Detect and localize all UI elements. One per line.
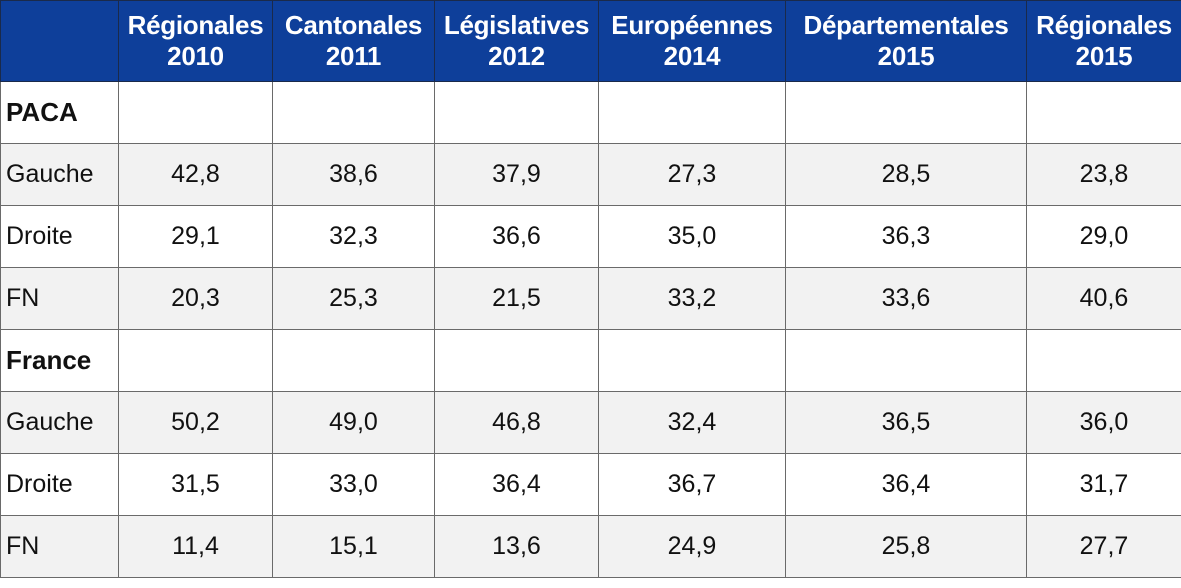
value-cell: 36,0 [1026, 391, 1181, 454]
value-cell: 35,0 [598, 205, 786, 268]
empty-cell [118, 81, 273, 144]
empty-cell [434, 329, 599, 392]
value-cell: 27,7 [1026, 515, 1181, 578]
value-cell: 24,9 [598, 515, 786, 578]
value-cell: 31,5 [118, 453, 273, 516]
header-legislatives-2012: Législatives 2012 [434, 0, 599, 82]
value-cell: 15,1 [272, 515, 435, 578]
header-europeennes-2014: Européennes 2014 [598, 0, 786, 82]
value-cell: 40,6 [1026, 267, 1181, 330]
header-corner [0, 0, 119, 82]
table-row: Droite 29,1 32,3 36,6 35,0 36,3 29,0 [0, 205, 1181, 268]
empty-cell [118, 329, 273, 392]
value-cell: 49,0 [272, 391, 435, 454]
header-year: 2015 [1075, 41, 1133, 71]
value-cell: 42,8 [118, 143, 273, 206]
value-cell: 31,7 [1026, 453, 1181, 516]
value-cell: 23,8 [1026, 143, 1181, 206]
value-cell: 33,6 [785, 267, 1027, 330]
value-cell: 36,6 [434, 205, 599, 268]
value-cell: 11,4 [118, 515, 273, 578]
header-row: Régionales 2010 Cantonales 2011 Législativ… [0, 0, 1181, 82]
row-label: FN [0, 515, 119, 578]
header-label: Cantonales [284, 10, 423, 40]
empty-cell [785, 81, 1027, 144]
header-label: Régionales [1036, 10, 1172, 40]
header-label: Européennes [611, 10, 773, 40]
header-label: Régionales [127, 10, 264, 40]
value-cell: 21,5 [434, 267, 599, 330]
section-row-france: France [0, 329, 1181, 392]
value-cell: 27,3 [598, 143, 786, 206]
row-label: Droite [0, 205, 119, 268]
value-cell: 36,3 [785, 205, 1027, 268]
empty-cell [272, 81, 435, 144]
header-year: 2015 [877, 41, 935, 71]
value-cell: 32,4 [598, 391, 786, 454]
value-cell: 36,7 [598, 453, 786, 516]
empty-cell [1026, 81, 1181, 144]
value-cell: 46,8 [434, 391, 599, 454]
row-label: Gauche [0, 391, 119, 454]
table-row: FN 11,4 15,1 13,6 24,9 25,8 27,7 [0, 515, 1181, 578]
table-row: Gauche 42,8 38,6 37,9 27,3 28,5 23,8 [0, 143, 1181, 206]
header-label: Départementales [803, 10, 1009, 40]
empty-cell [785, 329, 1027, 392]
section-title: PACA [0, 81, 119, 144]
row-label: Gauche [0, 143, 119, 206]
table-row: FN 20,3 25,3 21,5 33,2 33,6 40,6 [0, 267, 1181, 330]
empty-cell [598, 81, 786, 144]
value-cell: 29,0 [1026, 205, 1181, 268]
header-departementales-2015: Départementales 2015 [785, 0, 1027, 82]
header-cantonales-2011: Cantonales 2011 [272, 0, 435, 82]
header-year: 2011 [325, 41, 382, 71]
value-cell: 38,6 [272, 143, 435, 206]
value-cell: 33,2 [598, 267, 786, 330]
table-row: Gauche 50,2 49,0 46,8 32,4 36,5 36,0 [0, 391, 1181, 454]
section-title: France [0, 329, 119, 392]
empty-cell [1026, 329, 1181, 392]
header-year: 2012 [488, 41, 545, 71]
row-label: FN [0, 267, 119, 330]
table-row: Droite 31,5 33,0 36,4 36,7 36,4 31,7 [0, 453, 1181, 516]
value-cell: 28,5 [785, 143, 1027, 206]
value-cell: 37,9 [434, 143, 599, 206]
empty-cell [272, 329, 435, 392]
empty-cell [434, 81, 599, 144]
value-cell: 13,6 [434, 515, 599, 578]
value-cell: 50,2 [118, 391, 273, 454]
header-year: 2014 [663, 41, 721, 71]
header-regionales-2010: Régionales 2010 [118, 0, 273, 82]
row-label: Droite [0, 453, 119, 516]
section-row-paca: PACA [0, 81, 1181, 144]
empty-cell [598, 329, 786, 392]
value-cell: 36,4 [434, 453, 599, 516]
value-cell: 25,8 [785, 515, 1027, 578]
value-cell: 36,5 [785, 391, 1027, 454]
value-cell: 29,1 [118, 205, 273, 268]
header-label: Législatives [443, 10, 590, 40]
value-cell: 32,3 [272, 205, 435, 268]
header-year: 2010 [167, 41, 224, 71]
value-cell: 36,4 [785, 453, 1027, 516]
header-regionales-2015: Régionales 2015 [1026, 0, 1181, 82]
value-cell: 25,3 [272, 267, 435, 330]
value-cell: 20,3 [118, 267, 273, 330]
value-cell: 33,0 [272, 453, 435, 516]
